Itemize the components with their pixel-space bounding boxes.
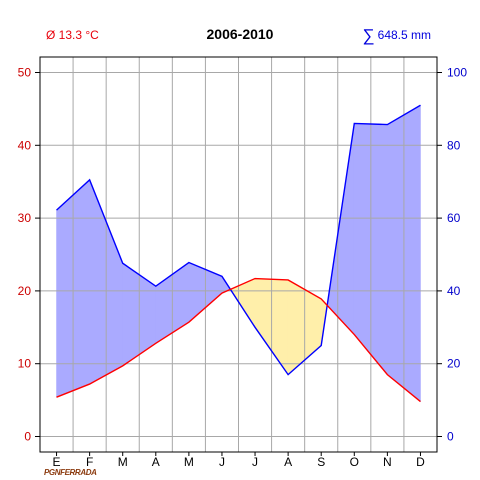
total-precipitation-value: 648.5 mm xyxy=(377,28,431,42)
right-axis-tick-label: 100 xyxy=(447,66,467,80)
left-axis-tick-label: 0 xyxy=(24,430,31,444)
temperature-line xyxy=(56,277,421,403)
right-axis-tick-label: 80 xyxy=(447,138,461,152)
plot-frame xyxy=(39,56,438,453)
x-axis-tick-label: M xyxy=(118,455,128,469)
x-axis-tick-label: F xyxy=(86,455,93,469)
right-axis-tick-label: 20 xyxy=(447,357,461,371)
dry-period-area xyxy=(229,278,256,329)
average-temperature: Ø 13.3 °C xyxy=(46,28,99,42)
right-axis-tick-label: 60 xyxy=(447,211,461,225)
chart-title: 2006-2010 xyxy=(206,26,274,42)
x-axis-tick-label: E xyxy=(53,455,61,469)
total-precipitation: ∑ 648.5 mm xyxy=(363,26,431,45)
left-axis-tick-label: 30 xyxy=(18,211,32,225)
sum-icon: ∑ xyxy=(362,26,375,45)
x-axis-tick-label: M xyxy=(184,455,194,469)
x-axis-tick-label: A xyxy=(152,455,160,469)
x-axis-tick-label: J xyxy=(252,455,258,469)
author-credit: PGNFERRADA xyxy=(44,468,97,477)
x-axis-tick-label: O xyxy=(350,455,359,469)
right-axis-tick-label: 0 xyxy=(447,430,454,444)
left-axis-tick-label: 50 xyxy=(18,66,32,80)
x-axis-tick-label: D xyxy=(416,455,425,469)
left-axis-tick-label: 20 xyxy=(18,284,32,298)
x-axis-tick-label: N xyxy=(383,455,392,469)
left-axis-tick-label: 10 xyxy=(18,357,32,371)
left-axis-tick-label: 40 xyxy=(18,138,32,152)
precipitation-line xyxy=(56,104,421,376)
x-axis-tick-label: S xyxy=(317,455,325,469)
right-axis-tick-label: 40 xyxy=(447,284,461,298)
x-axis-tick-label: A xyxy=(284,455,292,469)
x-axis-tick-label: J xyxy=(219,455,225,469)
